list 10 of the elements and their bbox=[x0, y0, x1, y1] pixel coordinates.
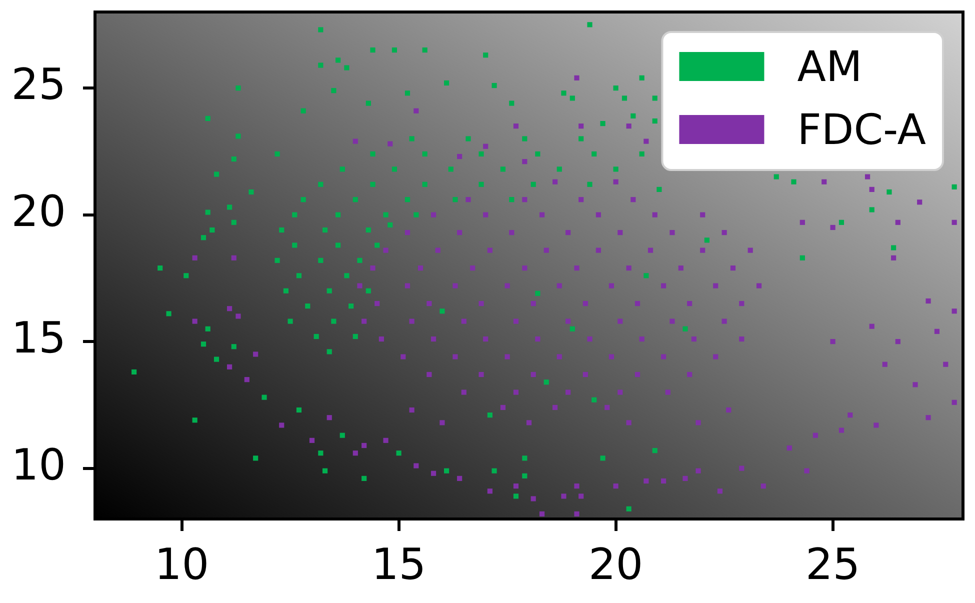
y-tick-label: 25 bbox=[11, 60, 66, 110]
x-tick-label: 25 bbox=[805, 540, 860, 590]
legend-label: FDC-A bbox=[797, 104, 926, 154]
x-tick-label: 15 bbox=[371, 540, 426, 590]
x-tick-label: 20 bbox=[588, 540, 644, 590]
legend-label: AM bbox=[797, 42, 862, 91]
x-tick-label: 10 bbox=[154, 540, 210, 590]
y-tick-label: 15 bbox=[11, 314, 66, 364]
y-tick-label: 20 bbox=[11, 186, 66, 237]
y-tick-label: 10 bbox=[11, 440, 66, 490]
